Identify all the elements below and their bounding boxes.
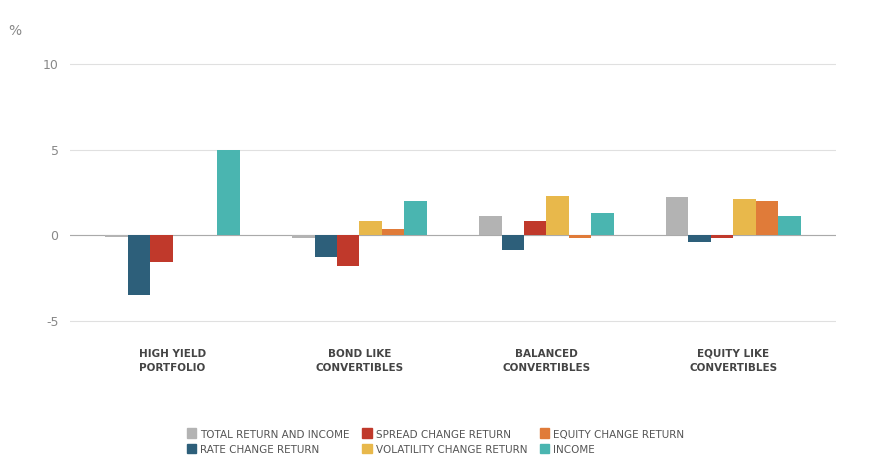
Bar xyxy=(524,221,546,235)
Bar xyxy=(778,216,800,235)
Bar xyxy=(150,235,172,263)
Bar xyxy=(711,235,733,238)
Bar xyxy=(360,221,381,235)
Bar xyxy=(569,235,591,238)
Bar xyxy=(292,235,314,238)
Bar xyxy=(404,201,427,235)
Bar xyxy=(314,235,337,257)
Bar xyxy=(381,229,404,235)
Text: %: % xyxy=(9,23,22,38)
Bar xyxy=(546,196,569,235)
Bar xyxy=(688,235,711,242)
Bar xyxy=(479,216,502,235)
Bar xyxy=(337,235,360,266)
Bar xyxy=(733,199,756,235)
Bar xyxy=(218,150,240,235)
Bar xyxy=(756,201,778,235)
Bar xyxy=(666,197,688,235)
Bar xyxy=(128,235,150,295)
Bar xyxy=(502,235,524,250)
Legend: TOTAL RETURN AND INCOME, RATE CHANGE RETURN, SPREAD CHANGE RETURN, VOLATILITY CH: TOTAL RETURN AND INCOME, RATE CHANGE RET… xyxy=(182,425,689,459)
Bar xyxy=(591,213,614,235)
Bar xyxy=(105,235,128,237)
